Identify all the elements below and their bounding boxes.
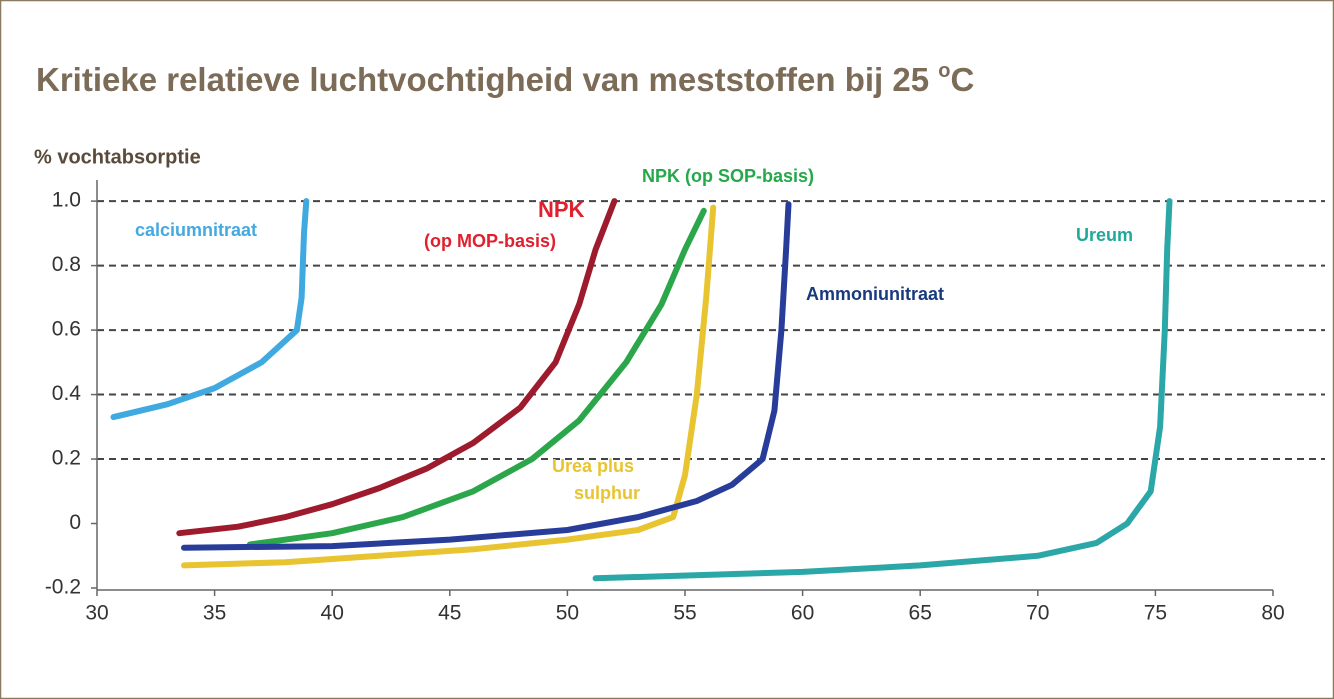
x-tick-label: 45 <box>438 602 461 625</box>
series-label: sulphur <box>574 483 640 503</box>
series-line <box>592 198 1173 582</box>
x-tick-label: 70 <box>1026 602 1049 625</box>
y-tick-label: -0.2 <box>45 576 81 599</box>
series-line <box>181 204 717 569</box>
series-label: NPK <box>538 197 585 222</box>
x-tick-label: 50 <box>556 602 579 625</box>
x-tick-label: 80 <box>1261 602 1284 625</box>
series-label: Urea plus <box>552 456 634 476</box>
x-tick-label: 40 <box>321 602 344 625</box>
series-line <box>246 207 707 548</box>
x-tick-label: 75 <box>1144 602 1167 625</box>
series-label: NPK (op SOP-basis) <box>642 166 814 186</box>
x-tick-label: 55 <box>673 602 696 625</box>
y-tick-label: 0.2 <box>52 447 81 470</box>
title-text: Kritieke relatieve luchtvochtigheid van … <box>36 61 938 98</box>
title-sup: o <box>938 60 950 82</box>
x-tick-label: 35 <box>203 602 226 625</box>
title-end: C <box>950 61 974 98</box>
series-label: Ureum <box>1076 225 1133 245</box>
y-axis-label: % vochtabsorptie <box>34 146 201 168</box>
y-tick-label: 0.6 <box>52 318 81 341</box>
y-tick-label: 0 <box>69 511 81 534</box>
series-line <box>110 198 310 421</box>
series-line <box>181 201 792 551</box>
chart-title: Kritieke relatieve luchtvochtigheid van … <box>36 60 974 97</box>
y-tick-label: 0.4 <box>52 382 82 405</box>
y-tick-label: 1.0 <box>52 189 81 212</box>
x-tick-label: 60 <box>791 602 814 625</box>
x-tick-label: 30 <box>85 602 108 625</box>
series-label: Ammoniunitraat <box>806 284 944 304</box>
series-label: calciumnitraat <box>135 220 257 240</box>
y-tick-label: 0.8 <box>52 253 81 276</box>
x-tick-label: 65 <box>909 602 932 625</box>
series-line <box>176 198 618 537</box>
series-label: (op MOP-basis) <box>424 231 556 251</box>
